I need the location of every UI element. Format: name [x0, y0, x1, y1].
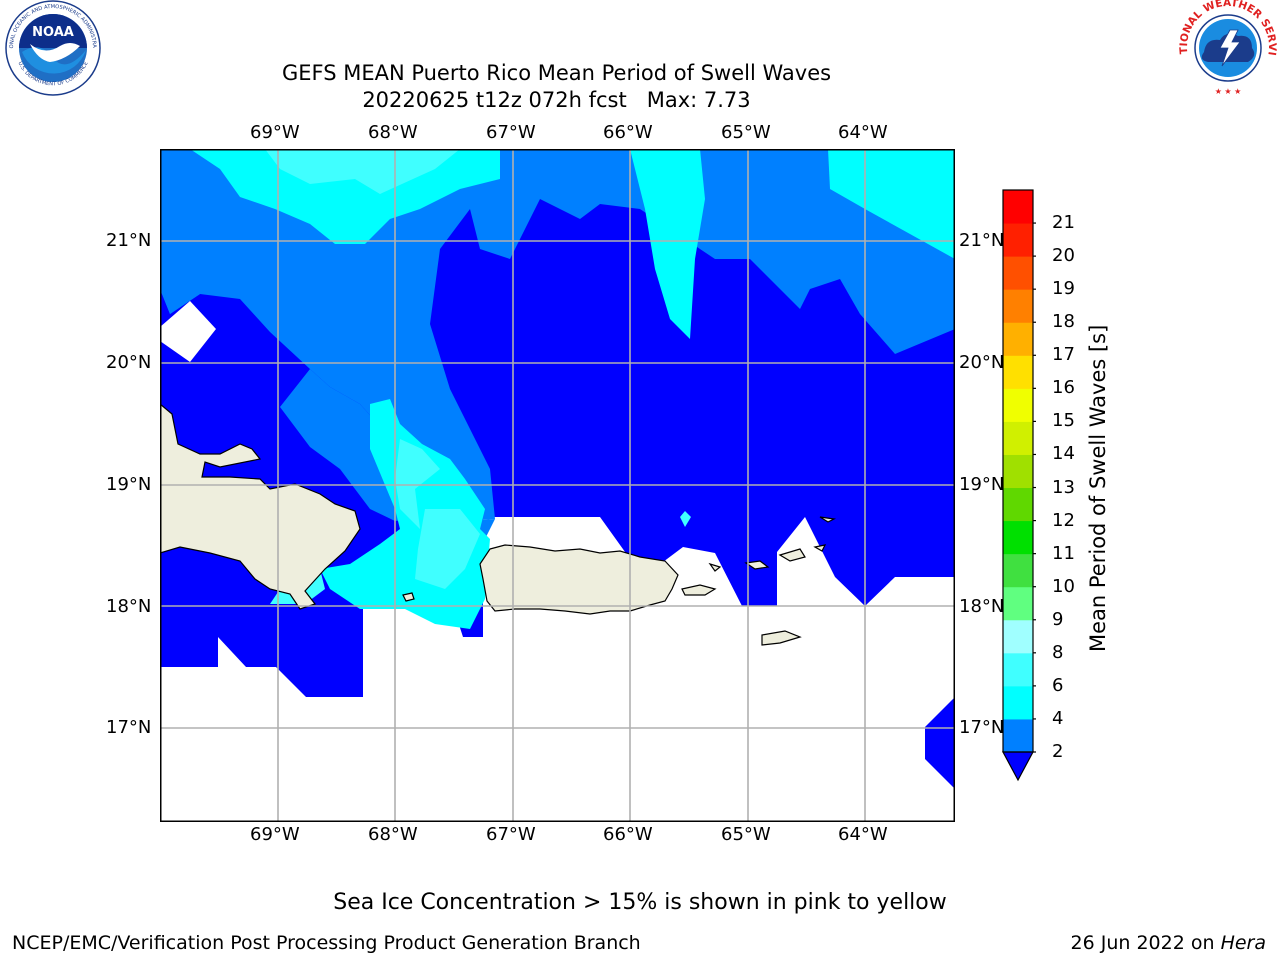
- lat-label-right: 21°N: [959, 230, 1005, 251]
- colorbar-band: [1003, 223, 1033, 257]
- colorbar-title: Mean Period of Swell Waves [s]: [1086, 324, 1110, 652]
- colorbar-tick-label: 9: [1052, 608, 1064, 630]
- footer-date-text: 26 Jun 2022 on: [1070, 932, 1215, 954]
- colorbar-band: [1003, 256, 1033, 290]
- colorbar-band: [1003, 718, 1033, 753]
- colorbar-band: [1003, 553, 1033, 588]
- lat-label-left: 17°N: [106, 717, 152, 738]
- lat-label-right: 18°N: [959, 596, 1005, 617]
- colorbar-tick-label: 13: [1052, 476, 1075, 498]
- colorbar-band: [1003, 421, 1033, 455]
- lon-label-top: 69°W: [250, 122, 300, 143]
- colorbar-frame: [1002, 189, 1034, 753]
- colorbar-tick-label: 12: [1052, 509, 1075, 531]
- colorbar-tick-label: 17: [1052, 344, 1075, 366]
- lon-label-bottom: 68°W: [368, 824, 418, 845]
- colorbar-tick-label: 20: [1052, 245, 1075, 267]
- lon-label-bottom: 64°W: [838, 824, 888, 845]
- land-masses: [160, 403, 836, 646]
- colorbar-band: [1003, 289, 1033, 323]
- colorbar-band: [1003, 190, 1033, 224]
- lon-label-bottom: 65°W: [721, 824, 771, 845]
- colorbar-tick-label: 8: [1052, 641, 1064, 663]
- lat-label-right: 17°N: [959, 717, 1005, 738]
- map-plot: [160, 149, 955, 822]
- colorbar-tick-label: 21: [1052, 212, 1075, 234]
- colorbar-tick-label: 11: [1052, 542, 1075, 564]
- lon-label-top: 67°W: [486, 122, 536, 143]
- chart-title-line1: GEFS MEAN Puerto Rico Mean Period of Swe…: [281, 61, 832, 85]
- colorbar-band: [1003, 322, 1033, 356]
- colorbar-extend-triangle: [1002, 751, 1035, 782]
- colorbar-band: [1003, 454, 1033, 489]
- lat-lon-grid: [160, 149, 955, 822]
- footer-credit: NCEP/EMC/Verification Post Processing Pr…: [12, 932, 641, 954]
- colorbar-band: [1003, 586, 1033, 621]
- colorbar-band: [1003, 355, 1033, 389]
- lat-label-left: 20°N: [106, 352, 152, 373]
- lon-label-top: 65°W: [721, 122, 771, 143]
- colorbar-tick-label: 14: [1052, 443, 1075, 465]
- colorbar-band: [1003, 520, 1033, 555]
- lon-label-top: 66°W: [603, 122, 653, 143]
- sea-ice-note: Sea Ice Concentration > 15% is shown in …: [333, 890, 947, 915]
- colorbar-tick-label: 15: [1052, 410, 1075, 432]
- lat-label-left: 21°N: [106, 230, 152, 251]
- lat-label-left: 18°N: [106, 596, 152, 617]
- lat-label-right: 20°N: [959, 352, 1005, 373]
- colorbar-tick-label: 4: [1052, 707, 1064, 729]
- chart-title-line2: 20220625 t12z 072h fcst Max: 7.73: [362, 88, 751, 112]
- lon-label-bottom: 67°W: [486, 824, 536, 845]
- colorbar-tick-label: 19: [1052, 278, 1075, 300]
- noaa-logo: NOAA NATIONAL OCEANIC AND ATMOSPHERIC AD…: [0, 0, 106, 100]
- footer-machine: Hera: [1220, 932, 1266, 954]
- colorbar-tick-label: 18: [1052, 311, 1075, 333]
- colorbar-band: [1003, 487, 1033, 522]
- footer-date: 26 Jun 2022 on Hera: [1071, 932, 1267, 954]
- colorbar-tick-label: 6: [1052, 674, 1064, 696]
- colorbar-tick-label: 16: [1052, 377, 1075, 399]
- colorbar-tick-label: 10: [1052, 575, 1075, 597]
- lat-label-right: 19°N: [959, 474, 1005, 495]
- lat-label-left: 19°N: [106, 474, 152, 495]
- colorbar-tick-label: 2: [1052, 741, 1064, 762]
- lon-label-top: 64°W: [838, 122, 888, 143]
- colorbar-band: [1003, 388, 1033, 422]
- colorbar-band: [1003, 685, 1033, 720]
- colorbar: [1002, 188, 1036, 783]
- lon-label-bottom: 69°W: [250, 824, 300, 845]
- colorbar-band: [1003, 652, 1033, 687]
- colorbar-band: [1003, 619, 1033, 654]
- noaa-logo-text: NOAA: [32, 25, 74, 40]
- svg-text:★ ★ ★: ★ ★ ★: [1215, 87, 1242, 96]
- lon-label-bottom: 66°W: [603, 824, 653, 845]
- lon-label-top: 68°W: [368, 122, 418, 143]
- nws-logo: NATIONAL WEATHER SERVICE ★ ★ ★: [1172, 0, 1280, 100]
